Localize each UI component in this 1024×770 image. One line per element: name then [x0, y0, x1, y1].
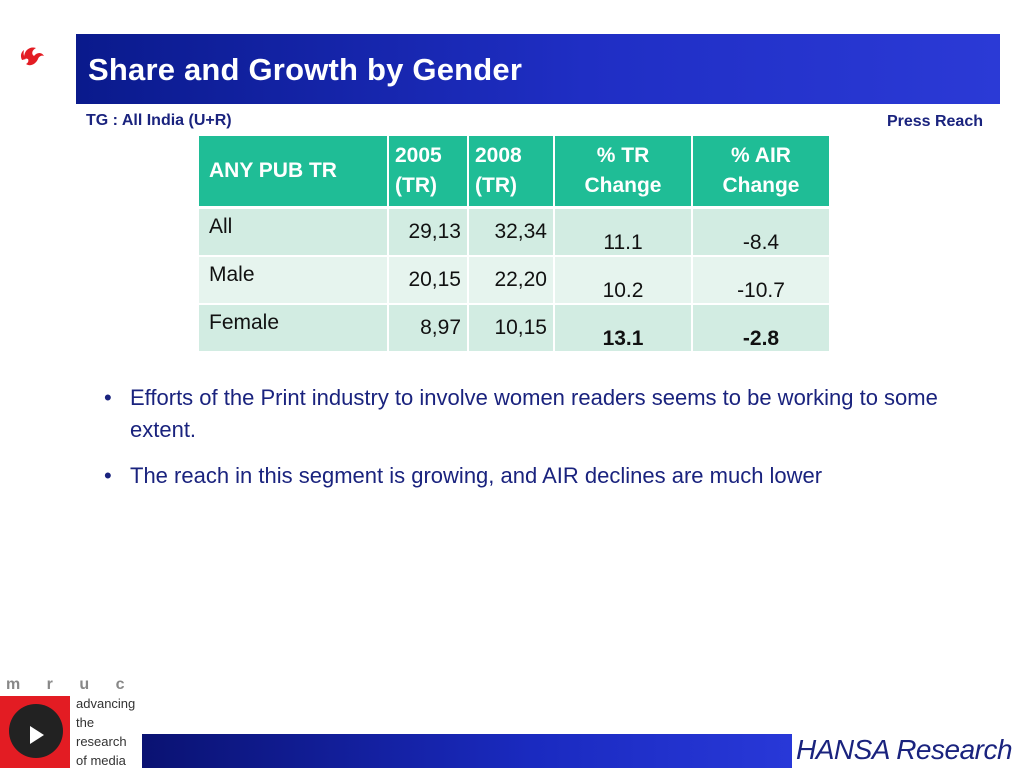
- table-row: Male 20,15 22,20 10.2 -10.7: [199, 256, 831, 305]
- row-2008-value: 32,34: [468, 207, 555, 257]
- table-row: All 29,13 32,34 11.1 -8.4: [199, 207, 831, 257]
- header-air-change: % AIR Change: [692, 136, 831, 209]
- press-reach-label: Press Reach: [886, 113, 983, 130]
- tagline-line: research: [76, 734, 127, 749]
- gender-data-table: ANY PUB TR 2005 (TR) 2008 (TR) % TR Chan…: [199, 136, 831, 353]
- tagline-line: advancing: [76, 696, 136, 711]
- mruc-tagline: advancing the research of media: [76, 694, 135, 770]
- tagline-line: of media: [76, 753, 126, 768]
- row-category: All: [199, 207, 389, 257]
- row-tr-change: 13.1: [554, 304, 693, 353]
- row-tr-change: 11.1: [554, 207, 693, 257]
- tg-label: TG : All India (U+R): [86, 112, 232, 129]
- row-air-change: -10.7: [692, 256, 831, 305]
- bullet-item: • Efforts of the Print industry to invol…: [104, 382, 984, 446]
- page-title: Share and Growth by Gender: [88, 52, 523, 87]
- mruc-play-icon: [30, 726, 44, 744]
- header-any-pub-tr: ANY PUB TR: [199, 136, 389, 209]
- bullet-text: Efforts of the Print industry to involve…: [130, 385, 938, 442]
- row-category: Female: [199, 304, 389, 353]
- row-tr-change: 10.2: [554, 256, 693, 305]
- hansa-research-logo: HANSA Research: [796, 734, 1013, 765]
- footer-bar: [142, 734, 792, 768]
- bullet-item: • The reach in this segment is growing, …: [104, 460, 984, 492]
- header-2005: 2005 (TR): [388, 136, 469, 209]
- row-2005-value: 29,13: [388, 207, 469, 257]
- bullet-list: • Efforts of the Print industry to invol…: [104, 382, 984, 506]
- header-2008: 2008 (TR): [468, 136, 555, 209]
- bullet-dot-icon: •: [104, 385, 112, 410]
- row-2005-value: 20,15: [388, 256, 469, 305]
- corner-logo-icon: [20, 47, 44, 66]
- bullet-text: The reach in this segment is growing, an…: [130, 463, 823, 488]
- mruc-letters: m r u c: [6, 676, 136, 693]
- mruc-logo: [0, 696, 70, 768]
- row-air-change: -2.8: [692, 304, 831, 353]
- bullet-dot-icon: •: [104, 463, 112, 488]
- row-category: Male: [199, 256, 389, 305]
- row-2008-value: 10,15: [468, 304, 555, 353]
- table-row: Female 8,97 10,15 13.1 -2.8: [199, 304, 831, 353]
- table-header-row: ANY PUB TR 2005 (TR) 2008 (TR) % TR Chan…: [199, 136, 831, 209]
- row-2008-value: 22,20: [468, 256, 555, 305]
- row-air-change: -8.4: [692, 207, 831, 257]
- row-2005-value: 8,97: [388, 304, 469, 353]
- header-tr-change: % TR Change: [554, 136, 693, 209]
- title-bar: Share and Growth by Gender: [76, 34, 1000, 104]
- tagline-line: the: [76, 715, 95, 730]
